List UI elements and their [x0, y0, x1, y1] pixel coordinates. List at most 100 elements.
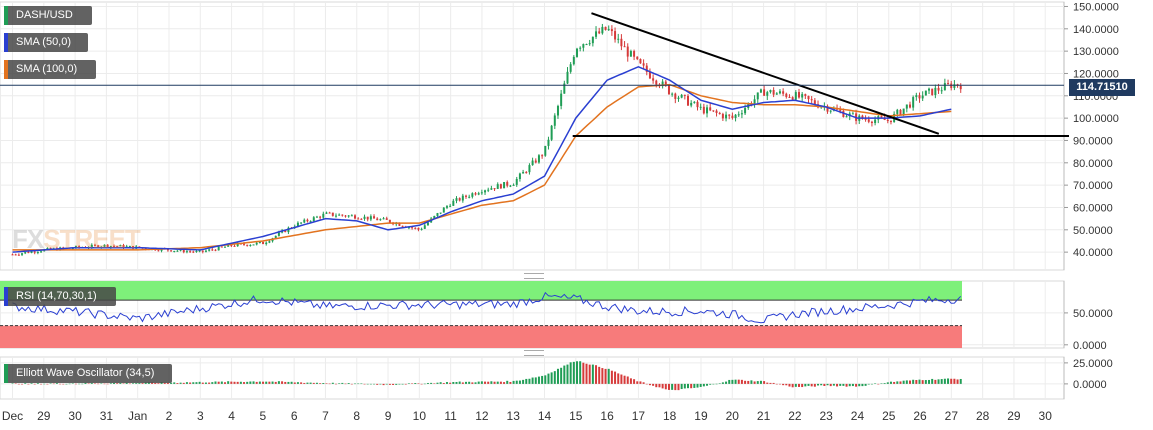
ewo-bar	[166, 382, 169, 384]
ewo-bar	[956, 379, 959, 384]
ewo-bar	[268, 381, 271, 384]
candle	[461, 195, 464, 201]
ewo-bar	[531, 377, 534, 384]
candle	[401, 225, 404, 227]
ewo-bar	[744, 380, 747, 384]
candle	[423, 225, 426, 229]
candle	[791, 97, 794, 100]
ewo-bar	[430, 382, 433, 384]
ewo-bar	[341, 382, 344, 384]
ewo-bar	[848, 383, 851, 387]
ewo-bar	[836, 383, 839, 387]
candle	[528, 165, 531, 173]
ewo-bar	[46, 383, 49, 385]
ewo-bar	[626, 376, 629, 384]
ewo-bar	[116, 383, 119, 384]
ewo-bar	[886, 382, 889, 384]
ewo-bar	[426, 382, 429, 384]
candle	[112, 245, 115, 247]
candle	[734, 114, 737, 118]
candle	[601, 26, 604, 34]
ewo-bar	[87, 383, 90, 384]
ewo-bar	[128, 383, 131, 385]
ewo-bar	[465, 381, 468, 384]
ewo-bar	[21, 383, 24, 385]
ewo-bar	[499, 381, 502, 384]
ewo-bar	[518, 380, 521, 384]
candle	[170, 250, 173, 252]
ewo-bar	[493, 381, 496, 384]
x-tick-label: 30	[1039, 409, 1053, 423]
candle	[569, 64, 572, 72]
candle	[309, 221, 312, 223]
symbol-label[interactable]: DASH/USD	[4, 6, 92, 25]
sma50-label[interactable]: SMA (50,0)	[4, 33, 88, 52]
candle	[182, 249, 185, 253]
ewo-bar	[706, 383, 709, 386]
candle	[398, 223, 401, 226]
candle	[192, 251, 195, 253]
candle	[166, 248, 169, 251]
candle	[693, 101, 696, 103]
candle	[46, 248, 49, 250]
ewo-bar	[544, 375, 547, 384]
ewo-bar	[794, 383, 797, 387]
ewo-bar	[623, 375, 626, 384]
candle	[506, 182, 509, 186]
ewo-bar	[537, 376, 540, 384]
candle	[629, 51, 632, 57]
ewo-bar	[607, 368, 610, 384]
candle	[642, 63, 645, 66]
ewo-bar	[528, 378, 531, 384]
candle	[388, 219, 391, 223]
candle	[943, 83, 946, 91]
ewo-bar	[889, 381, 892, 384]
x-tick-label: 27	[945, 409, 959, 423]
candle	[721, 113, 724, 119]
candle	[706, 107, 709, 114]
candle	[414, 227, 417, 229]
candle	[912, 97, 915, 108]
candle	[17, 254, 20, 256]
candle	[537, 155, 540, 163]
pane-resize-handle-ewo[interactable]	[524, 350, 544, 356]
ewo-bar	[239, 381, 242, 384]
candle	[490, 188, 493, 190]
candle	[277, 232, 280, 236]
candle	[753, 99, 756, 105]
candle	[756, 92, 759, 100]
rsi-label[interactable]: RSI (14,70,30,1)	[4, 287, 116, 306]
ewo-bar	[734, 379, 737, 384]
x-tick-label: 15	[569, 409, 583, 423]
candle	[201, 250, 204, 252]
candle	[284, 230, 287, 233]
candle	[379, 219, 382, 221]
ewo-bar	[401, 383, 404, 385]
sma100-label[interactable]: SMA (100,0)	[4, 60, 96, 79]
ewo-bar	[445, 382, 448, 384]
candle	[677, 97, 680, 99]
ewo-bar	[103, 383, 106, 385]
ewo-bar	[566, 364, 569, 384]
x-tick-label: 30	[68, 409, 82, 423]
ewo-bar	[842, 383, 845, 386]
candle	[740, 113, 743, 115]
ewo-bar	[170, 382, 173, 384]
ewo-bar	[740, 379, 743, 384]
ewo-bar	[354, 383, 357, 385]
pane-resize-handle-rsi[interactable]	[524, 273, 544, 279]
candle	[709, 107, 712, 111]
ewo-bar	[385, 383, 388, 385]
candle	[696, 101, 699, 108]
ewo-label[interactable]: Elliott Wave Oscillator (34,5)	[4, 364, 172, 383]
ewo-bar	[947, 378, 950, 384]
y-tick-label: 60.0000	[1073, 202, 1113, 214]
candle	[902, 108, 905, 115]
candle	[452, 200, 455, 206]
candle	[246, 244, 249, 246]
candle	[487, 189, 490, 191]
ewo-bar	[807, 383, 810, 386]
candle	[230, 244, 233, 246]
candle	[14, 254, 17, 256]
ewo-bar	[468, 381, 471, 384]
